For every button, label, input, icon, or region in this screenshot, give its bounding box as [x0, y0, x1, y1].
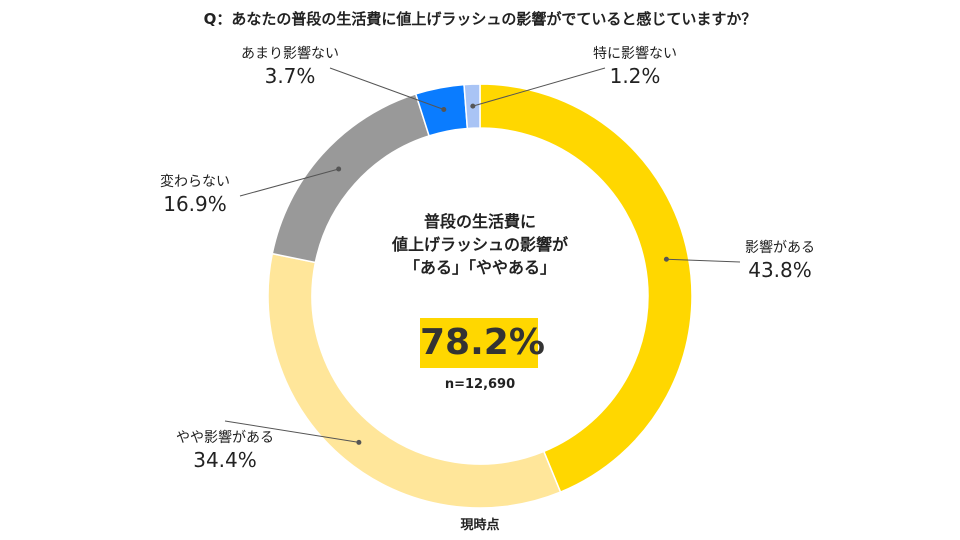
label-kawaranai: 変わらない 16.9%	[140, 173, 250, 217]
center-total-percentage: 78.2%	[420, 318, 545, 368]
label-name: やや影響がある	[176, 430, 274, 446]
label-name: 変わらない	[160, 174, 230, 190]
leader-line	[666, 258, 741, 263]
leader-dot	[470, 103, 476, 109]
center-headline: 普段の生活費に 値上げラッシュの影響が 「ある」「ややある」	[330, 210, 630, 279]
label-percentage: 3.7%	[264, 64, 316, 88]
leader-line	[239, 168, 339, 197]
label-percentage: 34.4%	[193, 448, 257, 472]
center-headline-line: 「ある」「ややある」	[403, 258, 556, 277]
question-title: Q：あなたの普段の生活費に値上げラッシュの影響がでていると感じていますか？	[203, 10, 757, 28]
leader-dot	[356, 439, 362, 445]
label-percentage: 43.8%	[748, 258, 812, 282]
label-yaya-eikyou-ga-aru: やや影響がある 34.4%	[150, 429, 300, 473]
label-amari-eikyou-nai: あまり影響ない 3.7%	[225, 45, 355, 89]
leader-line	[329, 67, 444, 110]
label-eikyou-ga-aru: 影響がある 43.8%	[725, 239, 835, 283]
sample-size: n=12,690	[444, 377, 516, 392]
leader-dot	[663, 256, 669, 262]
label-name: 特に影響ない	[593, 46, 677, 62]
center-headline-line: 値上げラッシュの影響が	[391, 235, 568, 254]
leader-line	[224, 420, 359, 443]
leader-dot	[441, 106, 447, 112]
label-percentage: 1.2%	[609, 64, 661, 88]
footer-caption: 現時点	[460, 518, 500, 533]
leader-line	[472, 67, 606, 107]
label-toku-ni-eikyou-nai: 特に影響ない 1.2%	[575, 45, 695, 89]
slice-eikyou-ga-aru	[479, 83, 693, 494]
label-percentage: 16.9%	[163, 192, 227, 216]
center-headline-line: 普段の生活費に	[423, 212, 536, 231]
label-name: あまり影響ない	[241, 46, 339, 62]
leader-dot	[336, 166, 342, 172]
label-name: 影響がある	[745, 240, 815, 256]
